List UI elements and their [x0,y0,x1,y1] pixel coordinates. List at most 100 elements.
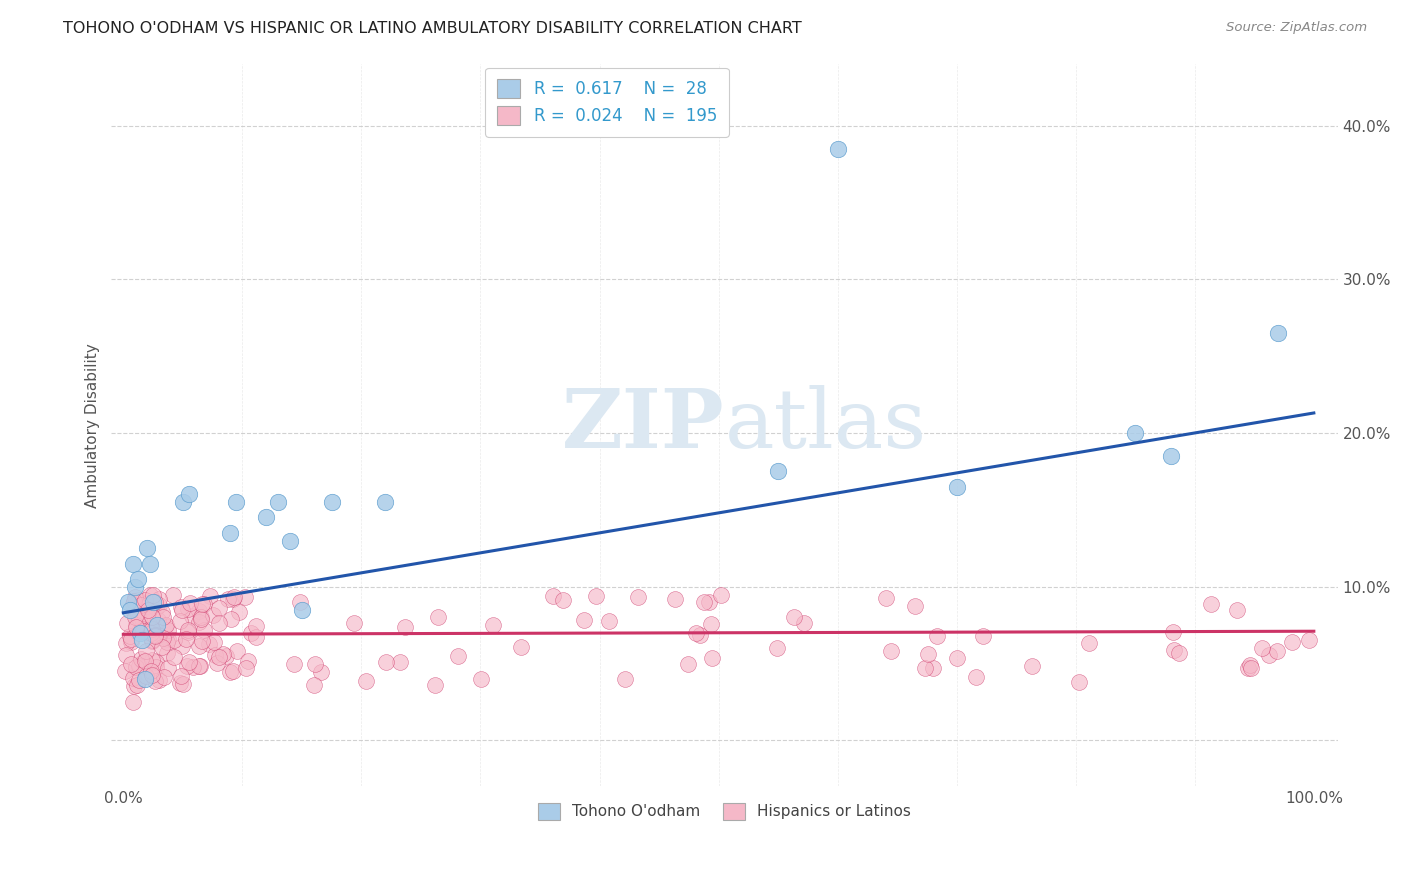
Point [136,596,159,610]
Point [1069,674,1091,689]
Point [135,644,157,658]
Point [127,592,149,607]
Point [145,601,167,615]
Point [131,622,153,636]
Point [1251,641,1274,656]
Point [146,627,169,641]
Point [245,630,267,644]
Point [291,603,314,617]
Point [148,673,170,687]
Point [155,619,177,633]
Point [132,624,155,639]
Point [129,625,152,640]
Point [141,622,163,636]
Point [208,615,231,630]
Point [134,593,156,607]
Point [170,669,193,683]
Point [627,591,650,605]
Point [190,611,212,625]
Point [128,610,150,624]
Point [904,599,927,613]
Point [121,695,143,709]
Legend: Tohono O'odham, Hispanics or Latinos: Tohono O'odham, Hispanics or Latinos [533,797,917,826]
Point [198,589,221,603]
Text: Source: ZipAtlas.com: Source: ZipAtlas.com [1226,21,1367,35]
Point [191,634,214,648]
Point [172,677,194,691]
Point [134,654,156,668]
Point [177,487,200,501]
Point [141,625,163,640]
Point [127,625,149,640]
Point [1199,597,1222,611]
Point [124,590,146,604]
Point [143,673,166,688]
Point [142,589,165,603]
Point [188,639,211,653]
Point [148,592,170,607]
Point [120,635,142,649]
Point [219,612,242,626]
Point [693,595,716,609]
Point [157,632,180,646]
Point [129,652,152,666]
Point [946,650,969,665]
Point [302,678,325,692]
Point [766,464,789,478]
Point [128,673,150,687]
Point [197,636,219,650]
Point [188,615,211,629]
Point [676,657,699,671]
Point [208,601,231,615]
Point [179,596,201,610]
Point [120,603,142,617]
Point [204,648,226,663]
Point [174,632,197,647]
Point [169,675,191,690]
Point [156,623,179,637]
Point [541,590,564,604]
Point [145,618,167,632]
Point [141,610,163,624]
Point [945,480,967,494]
Point [827,142,849,156]
Point [170,600,193,615]
Point [1257,648,1279,662]
Point [1163,643,1185,657]
Point [1239,658,1261,673]
Point [136,602,159,616]
Point [141,633,163,648]
Point [134,608,156,623]
Point [117,595,139,609]
Point [965,670,987,684]
Point [793,616,815,631]
Point [136,541,159,556]
Point [482,618,505,632]
Text: ZIP: ZIP [562,385,724,466]
Point [217,592,239,607]
Point [125,660,148,674]
Point [917,648,939,662]
Point [141,608,163,623]
Point [114,648,136,663]
Point [1240,661,1263,675]
Point [212,647,235,661]
Point [374,655,396,669]
Point [235,660,257,674]
Point [394,620,416,634]
Point [239,625,262,640]
Point [215,649,238,664]
Point [782,610,804,624]
Point [153,670,176,684]
Point [152,632,174,646]
Point [127,605,149,619]
Point [354,673,377,688]
Point [193,597,215,611]
Point [134,660,156,674]
Point [142,595,165,609]
Point [1021,659,1043,673]
Point [689,628,711,642]
Point [700,617,723,632]
Point [321,495,343,509]
Point [141,633,163,648]
